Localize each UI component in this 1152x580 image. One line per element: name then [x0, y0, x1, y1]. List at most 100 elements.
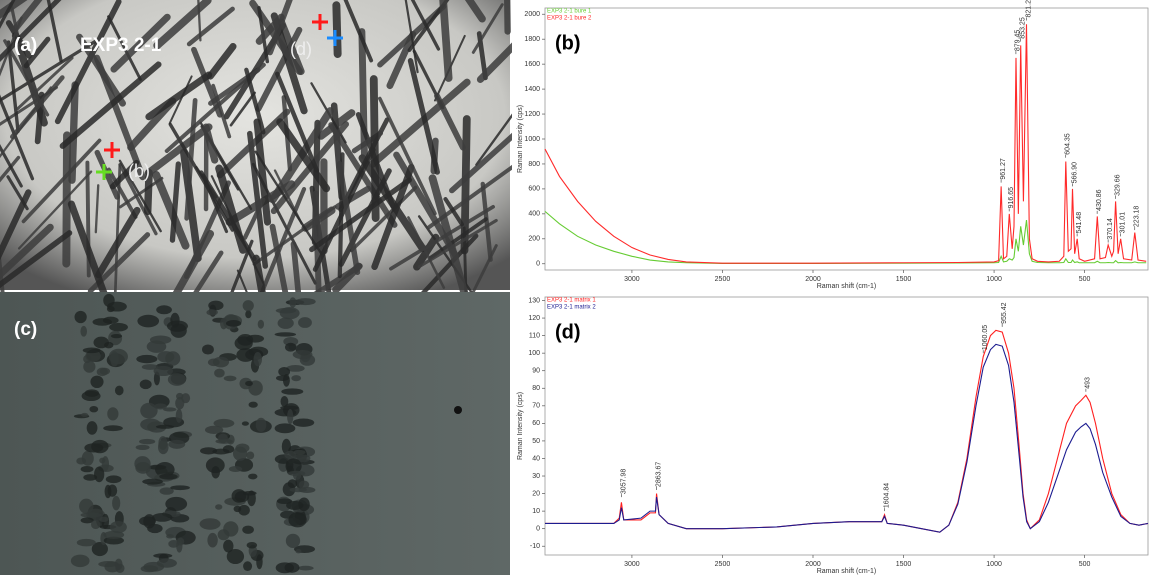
grain	[136, 445, 150, 450]
grain	[215, 439, 232, 444]
grain	[248, 474, 257, 480]
y-tick-label: 50	[532, 438, 540, 445]
grain	[81, 466, 94, 472]
panel-label: (a)	[14, 35, 37, 56]
grain	[158, 436, 167, 450]
grain	[112, 496, 120, 511]
grain	[140, 380, 152, 390]
grain	[245, 381, 253, 386]
grain	[83, 474, 97, 481]
grain	[165, 497, 187, 511]
grain	[99, 517, 108, 522]
grain	[111, 334, 122, 338]
peak-label: 955.42	[1001, 302, 1008, 324]
grain	[140, 419, 161, 431]
legend-entry: EXP3 2-1 bure 1	[547, 9, 592, 15]
grain	[110, 521, 127, 533]
grain	[153, 553, 172, 558]
grain	[154, 366, 173, 376]
grain	[110, 351, 119, 366]
peak-label: 566.90	[1071, 162, 1078, 184]
grain	[103, 425, 123, 431]
grain	[156, 305, 172, 314]
legend-entry: EXP3 2-1 matrix 2	[547, 305, 596, 311]
grain	[278, 367, 290, 376]
grain	[104, 342, 113, 348]
needle	[362, 32, 365, 157]
y-tick-label: 800	[528, 161, 540, 168]
y-tick-label: -10	[530, 543, 540, 550]
grain	[227, 549, 244, 564]
grain	[276, 308, 296, 314]
grain	[275, 423, 296, 433]
grain	[206, 309, 217, 315]
y-tick-label: 40	[532, 455, 540, 462]
grain	[83, 348, 101, 354]
grain	[223, 521, 238, 536]
grain	[159, 474, 177, 480]
grain	[275, 332, 296, 336]
y-tick-label: 1600	[524, 61, 540, 68]
y-tick-label: 20	[532, 490, 540, 497]
grain	[283, 374, 290, 387]
grain	[281, 396, 289, 407]
grain	[207, 533, 217, 548]
peak-label: 3057.98	[620, 469, 627, 494]
grain	[75, 311, 87, 323]
grain	[71, 555, 90, 568]
grain	[77, 539, 96, 547]
x-tick-label: 3000	[624, 561, 640, 568]
grain	[166, 534, 174, 538]
particle	[454, 406, 462, 414]
grain	[295, 298, 316, 305]
y-tick-label: 2000	[524, 11, 540, 18]
grain	[287, 409, 293, 424]
y-tick-label: 100	[528, 350, 540, 357]
grain	[247, 491, 256, 507]
x-tick-label: 500	[1079, 561, 1091, 568]
grain	[168, 440, 185, 449]
grain	[298, 566, 314, 571]
x-tick-label: 1500	[896, 561, 912, 568]
grain	[87, 421, 98, 435]
y-tick-label: 200	[528, 236, 540, 243]
micrograph-bg	[0, 292, 510, 575]
y-tick-label: 1000	[524, 136, 540, 143]
peak-label: 430.86	[1096, 189, 1103, 211]
grain	[288, 479, 297, 488]
peak-label: 493	[1085, 377, 1092, 389]
y-axis-label: Raman Intensity (cps)	[517, 392, 524, 460]
peak-label: 370.14	[1107, 218, 1114, 240]
grain	[176, 409, 183, 423]
grain	[200, 518, 221, 530]
panel-label: (c)	[14, 319, 37, 340]
y-tick-label: 1200	[524, 111, 540, 118]
grain	[156, 425, 174, 429]
grain	[286, 501, 303, 510]
grain	[202, 344, 214, 354]
grain	[211, 466, 220, 478]
x-tick-label: 1500	[896, 276, 912, 283]
y-tick-label: 110	[529, 332, 540, 339]
grain	[148, 465, 166, 470]
peak-label: 301.01	[1119, 212, 1126, 234]
grain	[278, 317, 294, 328]
grain	[81, 413, 88, 417]
grain	[295, 549, 301, 553]
x-tick-label: 2500	[715, 561, 731, 568]
y-tick-label: 30	[532, 473, 540, 480]
grain	[286, 534, 300, 548]
x-tick-label: 2500	[715, 276, 731, 283]
peak-label: 329.66	[1114, 174, 1121, 196]
grain	[170, 485, 190, 490]
grain	[107, 407, 118, 420]
grain	[285, 343, 296, 352]
grain	[253, 352, 262, 366]
y-tick-label: 80	[532, 385, 540, 392]
grain	[214, 369, 225, 378]
grain	[245, 310, 251, 318]
peak-label: 2863.67	[655, 462, 662, 487]
grain	[258, 320, 264, 329]
grain	[242, 526, 254, 534]
grain	[170, 313, 179, 328]
